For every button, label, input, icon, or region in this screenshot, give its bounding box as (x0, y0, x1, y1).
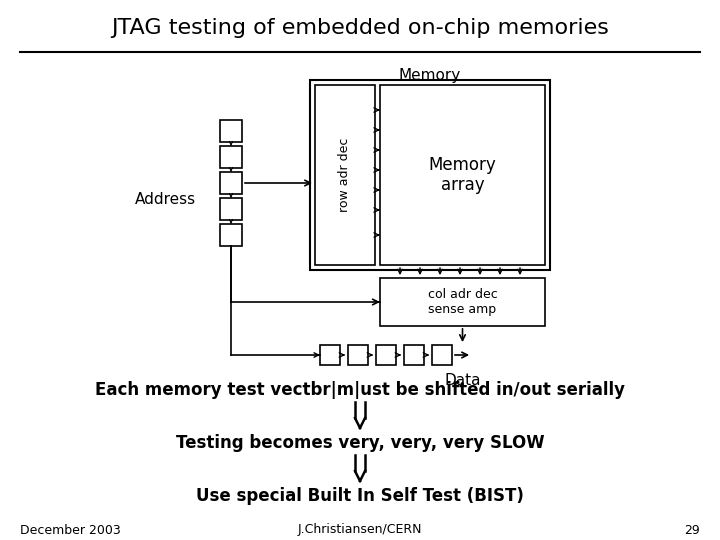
Bar (220, 172, 242, 194)
Text: December 2003: December 2003 (20, 523, 121, 537)
Bar (220, 224, 242, 246)
Text: Data: Data (444, 373, 481, 388)
Text: Memory
array: Memory array (428, 156, 496, 194)
Text: row adr dec: row adr dec (338, 138, 351, 212)
Text: col adr dec
sense amp: col adr dec sense amp (428, 288, 498, 316)
Text: Use special Built In Self Test (BIST): Use special Built In Self Test (BIST) (196, 487, 524, 505)
Bar (310, 80, 550, 270)
Text: 29: 29 (684, 523, 700, 537)
Text: Each memory test vectbr|m|ust be shifted in/out serially: Each memory test vectbr|m|ust be shifted… (95, 381, 625, 399)
Text: Address: Address (135, 192, 196, 207)
Bar (348, 345, 368, 365)
Bar (220, 198, 242, 220)
Text: JTAG testing of embedded on-chip memories: JTAG testing of embedded on-chip memorie… (111, 18, 609, 38)
Text: Testing becomes very, very, very SLOW: Testing becomes very, very, very SLOW (176, 434, 544, 452)
Text: J.Christiansen/CERN: J.Christiansen/CERN (298, 523, 422, 537)
Bar (432, 345, 452, 365)
Bar (220, 120, 242, 142)
Bar (315, 85, 375, 265)
Bar (404, 345, 424, 365)
Bar (320, 345, 340, 365)
Bar (376, 345, 396, 365)
Bar (220, 146, 242, 168)
Text: Memory: Memory (399, 68, 461, 83)
Bar (380, 278, 545, 326)
Bar (380, 85, 545, 265)
